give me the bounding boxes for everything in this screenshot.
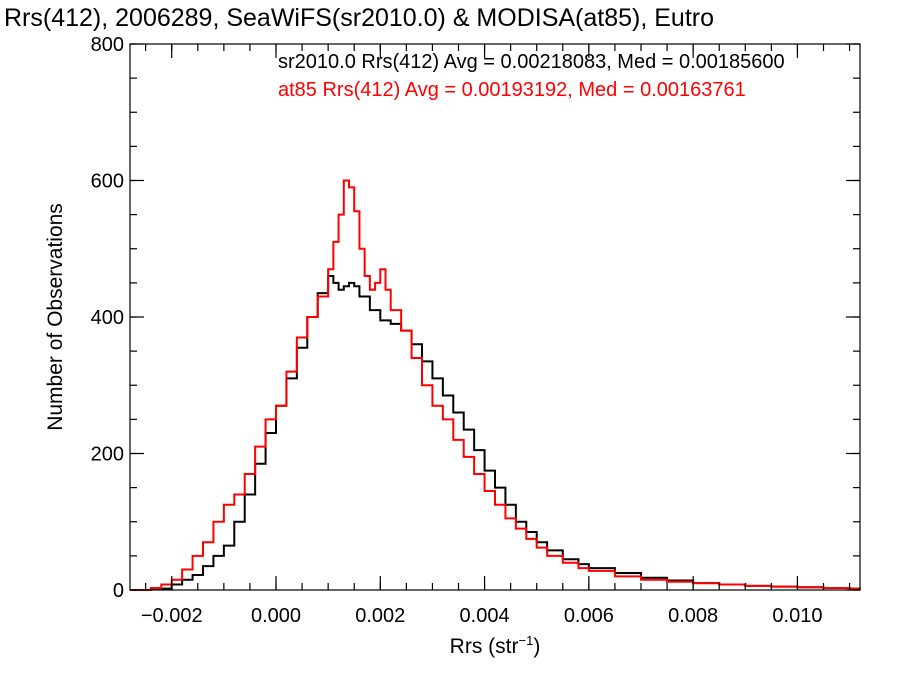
annotation-sr2010: sr2010.0 Rrs(412) Avg = 0.00218083, Med … [278, 51, 785, 73]
y-tick-label: 200 [91, 444, 124, 466]
y-tick-label: 400 [91, 307, 124, 329]
x-axis-label-main: Rrs (str [450, 635, 519, 658]
y-tick-label: 800 [91, 34, 124, 56]
x-tick-label: 0.008 [668, 605, 718, 627]
x-axis-label-superscript: −1 [519, 633, 534, 648]
x-tick-label: −0.002 [141, 605, 203, 627]
ticks-layer: −0.002 0.000 0.002 0.004 0.006 0.008 0.010 0 200… [91, 34, 860, 627]
x-tick-label: 0.000 [251, 605, 301, 627]
y-tick-label: 0 [113, 580, 124, 602]
histogram-series-0 [130, 275, 861, 591]
x-tick-label: 0.002 [355, 605, 405, 627]
x-tick-label: 0.004 [460, 605, 510, 627]
x-axis-label-end: ) [533, 635, 540, 658]
chart-title: Rrs(412), 2006289, SeaWiFS(sr2010.0) & M… [4, 4, 714, 32]
x-tick-label: 0.006 [564, 605, 614, 627]
y-axis-label: Number of Observations [44, 203, 67, 431]
x-tick-label: 0.010 [772, 605, 822, 627]
plot-frame [129, 43, 861, 591]
x-axis-label: Rrs (str−1) [450, 633, 541, 658]
histogram-series-1 [130, 179, 861, 591]
annotation-at85: at85 Rrs(412) Avg = 0.00193192, Med = 0.… [278, 79, 746, 101]
series-layer [130, 179, 861, 591]
y-tick-label: 600 [91, 171, 124, 193]
